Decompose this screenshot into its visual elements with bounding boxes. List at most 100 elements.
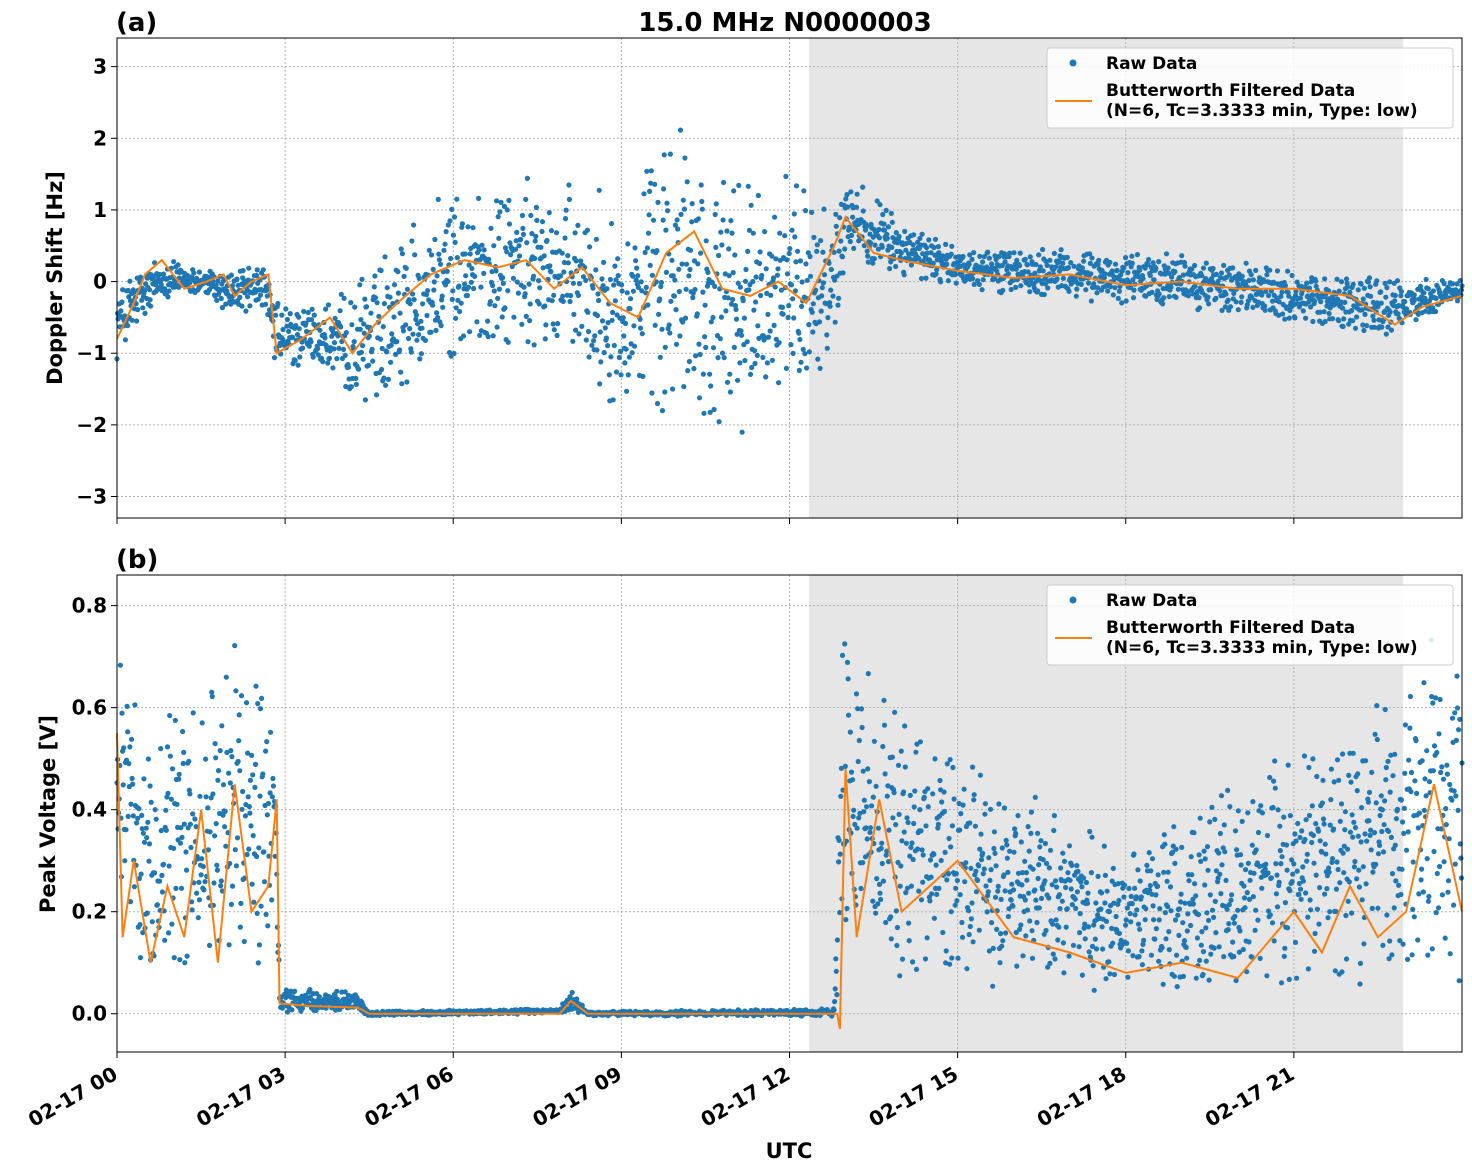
raw-data-point	[1429, 946, 1435, 952]
raw-data-point	[1045, 285, 1051, 291]
raw-data-point	[248, 823, 254, 829]
raw-data-point	[1383, 777, 1389, 783]
raw-data-point	[120, 782, 126, 788]
raw-data-point	[1388, 327, 1394, 333]
raw-data-point	[1161, 869, 1167, 875]
raw-data-point	[135, 307, 141, 313]
raw-data-point	[792, 288, 799, 294]
raw-data-point	[215, 777, 221, 783]
raw-data-point	[597, 381, 603, 387]
raw-data-point	[237, 924, 243, 930]
raw-data-point	[1377, 812, 1383, 819]
raw-data-point	[977, 772, 984, 778]
raw-data-point	[1165, 265, 1171, 271]
raw-data-point	[1313, 283, 1319, 289]
raw-data-point	[1219, 862, 1225, 868]
raw-data-point	[1360, 296, 1366, 302]
raw-data-point	[727, 389, 734, 395]
raw-data-point	[1225, 297, 1231, 303]
raw-data-point	[612, 298, 619, 304]
raw-data-point	[794, 274, 800, 280]
raw-data-point	[1290, 871, 1296, 877]
raw-data-point	[411, 297, 417, 303]
raw-data-point	[1322, 318, 1328, 325]
raw-data-point	[1011, 849, 1017, 855]
raw-data-point	[1361, 285, 1367, 291]
raw-data-point	[197, 793, 203, 799]
raw-data-point	[269, 897, 275, 903]
raw-data-point	[451, 214, 458, 220]
raw-data-point	[124, 703, 130, 710]
raw-data-point	[1283, 842, 1290, 848]
raw-data-point	[626, 354, 633, 360]
raw-data-point	[1357, 981, 1363, 987]
raw-data-point	[769, 253, 775, 259]
raw-data-point	[181, 821, 187, 827]
raw-data-point	[1356, 867, 1362, 873]
raw-data-point	[960, 802, 966, 808]
raw-data-point	[499, 314, 505, 320]
raw-data-point	[879, 244, 885, 250]
raw-data-point	[1174, 984, 1180, 990]
y-tick-label: −3	[76, 485, 107, 509]
raw-data-point	[889, 754, 896, 760]
raw-data-point	[260, 771, 266, 777]
raw-data-point	[1200, 265, 1207, 271]
raw-data-point	[379, 345, 385, 352]
raw-data-point	[368, 310, 374, 316]
raw-data-point	[1012, 261, 1018, 267]
raw-data-point	[433, 327, 439, 333]
raw-data-point	[957, 827, 963, 833]
raw-data-point	[908, 262, 915, 268]
raw-data-point	[425, 288, 431, 294]
raw-data-point	[251, 899, 257, 905]
raw-data-point	[1041, 291, 1047, 298]
raw-data-point	[867, 231, 873, 237]
raw-data-point	[127, 278, 133, 284]
raw-data-point	[842, 246, 848, 252]
raw-data-point	[374, 300, 380, 306]
raw-data-point	[190, 710, 196, 716]
raw-data-point	[527, 318, 533, 324]
raw-data-point	[1178, 891, 1184, 897]
raw-data-point	[921, 794, 927, 800]
raw-data-point	[1073, 905, 1079, 912]
raw-data-point	[625, 241, 631, 247]
raw-data-point	[1362, 831, 1368, 837]
raw-data-point	[843, 838, 850, 844]
raw-data-point	[1287, 813, 1293, 819]
raw-data-point	[137, 922, 143, 928]
raw-data-point	[424, 312, 430, 319]
raw-data-point	[657, 354, 663, 360]
raw-data-point	[1414, 790, 1420, 797]
raw-data-point	[749, 364, 755, 371]
raw-data-point	[611, 342, 617, 349]
raw-data-point	[129, 775, 135, 782]
raw-data-point	[476, 247, 482, 253]
raw-data-point	[952, 272, 958, 278]
raw-data-point	[896, 233, 902, 240]
raw-data-point	[1322, 276, 1328, 282]
raw-data-point	[1037, 844, 1043, 850]
raw-data-point	[971, 281, 977, 287]
raw-data-point	[1350, 318, 1356, 324]
raw-data-point	[1449, 797, 1455, 803]
raw-data-point	[875, 246, 882, 252]
raw-data-point	[597, 329, 603, 335]
raw-data-point	[306, 343, 312, 349]
raw-data-point	[1352, 325, 1359, 331]
raw-data-point	[944, 261, 950, 267]
raw-data-point	[949, 955, 955, 961]
raw-data-point	[1147, 887, 1153, 893]
raw-data-point	[548, 269, 554, 275]
raw-data-point	[1302, 284, 1308, 290]
raw-data-point	[183, 867, 190, 873]
raw-data-point	[649, 272, 656, 278]
raw-data-point	[742, 278, 749, 284]
raw-data-point	[1285, 925, 1291, 931]
raw-data-point	[1274, 872, 1280, 878]
raw-data-point	[599, 318, 606, 324]
raw-data-point	[408, 349, 414, 355]
legend-label-raw: Raw Data	[1106, 54, 1197, 74]
raw-data-point	[134, 318, 140, 324]
